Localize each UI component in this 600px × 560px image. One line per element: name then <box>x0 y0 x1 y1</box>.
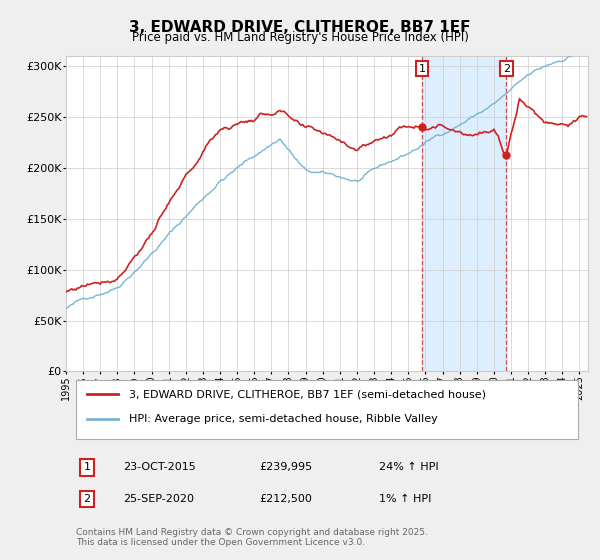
Text: 1: 1 <box>418 64 425 73</box>
Text: £212,500: £212,500 <box>259 494 312 504</box>
Text: Price paid vs. HM Land Registry's House Price Index (HPI): Price paid vs. HM Land Registry's House … <box>131 31 469 44</box>
Text: HPI: Average price, semi-detached house, Ribble Valley: HPI: Average price, semi-detached house,… <box>128 414 437 424</box>
Bar <box>422 56 506 371</box>
Text: 1% ↑ HPI: 1% ↑ HPI <box>379 494 431 504</box>
Text: 3, EDWARD DRIVE, CLITHEROE, BB7 1EF: 3, EDWARD DRIVE, CLITHEROE, BB7 1EF <box>129 20 471 35</box>
Text: 23-OCT-2015: 23-OCT-2015 <box>124 462 196 472</box>
Text: 3, EDWARD DRIVE, CLITHEROE, BB7 1EF (semi-detached house): 3, EDWARD DRIVE, CLITHEROE, BB7 1EF (sem… <box>128 389 485 399</box>
Text: 1: 1 <box>83 462 91 472</box>
Text: Contains HM Land Registry data © Crown copyright and database right 2025.
This d: Contains HM Land Registry data © Crown c… <box>76 528 428 547</box>
Text: 24% ↑ HPI: 24% ↑ HPI <box>379 462 439 472</box>
Text: 25-SEP-2020: 25-SEP-2020 <box>124 494 194 504</box>
Text: 2: 2 <box>503 64 510 73</box>
FancyBboxPatch shape <box>76 380 578 439</box>
Text: £239,995: £239,995 <box>259 462 312 472</box>
Text: 2: 2 <box>83 494 91 504</box>
